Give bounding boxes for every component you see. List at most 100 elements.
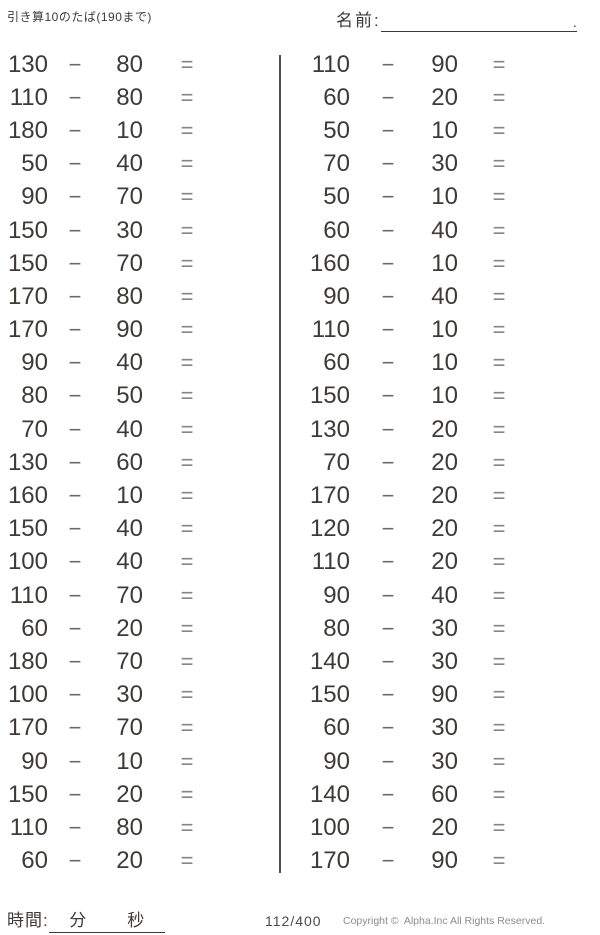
minuend: 110	[9, 813, 48, 841]
minuend: 90	[21, 183, 48, 211]
problem-row: 100− 40 =	[6, 546, 231, 579]
minus-sign: −	[381, 648, 395, 674]
minus-sign: −	[68, 184, 82, 210]
minuend: 130	[7, 50, 48, 78]
minus-sign: −	[381, 84, 395, 110]
equals-sign: =	[492, 483, 506, 509]
name-underline: .	[380, 10, 577, 32]
minus-sign: −	[381, 582, 395, 608]
problem-column-right: 110−90 = 60−20 = 50−10 = 70−30 = 50−10 = 60−40 = 160…	[306, 48, 540, 878]
minus-sign: −	[68, 615, 82, 641]
subtrahend: 10	[431, 116, 458, 144]
minus-sign: −	[381, 317, 395, 343]
minus-sign: −	[381, 848, 395, 874]
subtrahend: 10	[431, 249, 458, 277]
minuend: 80	[21, 382, 48, 410]
equals-sign: =	[180, 615, 194, 641]
subtrahend: 20	[431, 448, 458, 476]
minus-sign: −	[381, 350, 395, 376]
minus-sign: −	[381, 516, 395, 542]
problem-row: 60 − 20 =	[306, 81, 540, 114]
time-field: 時間: 分 秒	[7, 906, 165, 933]
minuend: 130	[7, 448, 48, 476]
subtrahend: 60	[431, 780, 458, 808]
problem-row: 130− 60 =	[6, 446, 231, 479]
minuend: 150	[7, 249, 48, 277]
subtrahend: 30	[116, 681, 143, 709]
minuend: 60	[21, 847, 48, 875]
problem-row: 90 − 30 =	[306, 745, 540, 778]
subtrahend: 10	[116, 116, 143, 144]
minuend: 100	[7, 548, 48, 576]
minus-sign: −	[68, 748, 82, 774]
subtrahend: 80	[116, 813, 143, 841]
minuend: 50	[323, 116, 350, 144]
minuend: 70	[323, 150, 350, 178]
subtrahend: 20	[116, 614, 143, 642]
subtrahend: 30	[431, 647, 458, 675]
equals-sign: =	[180, 582, 194, 608]
minus-sign: −	[381, 117, 395, 143]
minus-sign: −	[381, 416, 395, 442]
page-number: 112/400	[265, 913, 322, 929]
minus-sign: −	[68, 151, 82, 177]
equals-sign: =	[180, 151, 194, 177]
problem-row: 150− 20 =	[6, 778, 231, 811]
problem-row: 60 − 40 =	[306, 214, 540, 247]
problem-row: 150− 70 =	[6, 247, 231, 280]
minuend: 60	[21, 614, 48, 642]
equals-sign: =	[492, 151, 506, 177]
subtrahend: 20	[116, 780, 143, 808]
minus-sign: −	[381, 283, 395, 309]
subtrahend: 50	[116, 382, 143, 410]
subtrahend: 80	[116, 50, 143, 78]
minuend: 60	[323, 714, 350, 742]
minuend: 170	[7, 316, 48, 344]
minus-sign: −	[68, 516, 82, 542]
subtrahend: 20	[431, 415, 458, 443]
problem-row: 50 − 10 =	[306, 181, 540, 214]
minuend: 120	[309, 515, 350, 543]
minuend: 50	[323, 183, 350, 211]
subtrahend: 10	[431, 316, 458, 344]
minus-sign: −	[68, 582, 82, 608]
equals-sign: =	[492, 283, 506, 309]
equals-sign: =	[492, 350, 506, 376]
equals-sign: =	[492, 250, 506, 276]
subtrahend: 20	[431, 515, 458, 543]
minuend: 140	[309, 780, 350, 808]
equals-sign: =	[180, 51, 194, 77]
minus-sign: −	[68, 217, 82, 243]
minuend: 60	[323, 83, 350, 111]
minus-sign: −	[68, 648, 82, 674]
equals-sign: =	[492, 84, 506, 110]
minuend: 130	[309, 415, 350, 443]
minuend: 170	[309, 847, 350, 875]
equals-sign: =	[180, 217, 194, 243]
subtrahend: 30	[431, 714, 458, 742]
subtrahend: 70	[116, 581, 143, 609]
time-label: 時間:	[7, 911, 49, 930]
minus-sign: −	[68, 449, 82, 475]
problem-row: 170 − 90 =	[306, 845, 540, 878]
problem-row: 160− 10 =	[6, 479, 231, 512]
equals-sign: =	[180, 383, 194, 409]
problem-row: 100− 30 =	[6, 679, 231, 712]
equals-sign: =	[492, 848, 506, 874]
equals-sign: =	[180, 715, 194, 741]
equals-sign: =	[180, 549, 194, 575]
minus-sign: −	[381, 814, 395, 840]
minuend: 150	[309, 382, 350, 410]
equals-sign: =	[180, 184, 194, 210]
equals-sign: =	[492, 582, 506, 608]
minus-sign: −	[68, 715, 82, 741]
problem-row: 100 − 20 =	[306, 811, 540, 844]
minuend: 110	[311, 548, 350, 576]
minus-sign: −	[68, 814, 82, 840]
problem-row: 150 − 90 =	[306, 679, 540, 712]
equals-sign: =	[180, 317, 194, 343]
subtrahend: 20	[431, 83, 458, 111]
problem-row: 50 − 10 =	[306, 114, 540, 147]
subtrahend: 70	[116, 183, 143, 211]
